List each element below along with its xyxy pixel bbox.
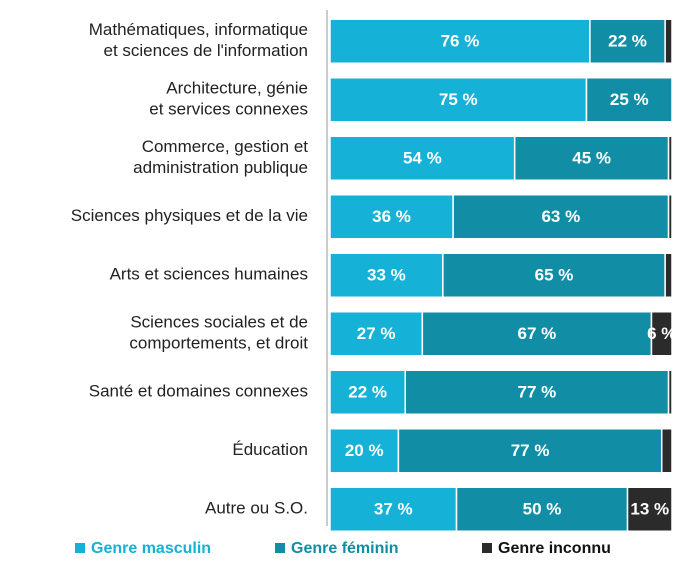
legend-swatch xyxy=(75,543,85,553)
category-label: Sciences physiques et de la vie xyxy=(71,206,308,225)
value-label: 20 % xyxy=(345,441,384,460)
category-line: Architecture, génie xyxy=(166,79,308,98)
bar-segment xyxy=(667,369,673,415)
value-label: 25 % xyxy=(610,90,649,109)
value-label: 33 % xyxy=(367,266,406,285)
category-line: Éducation xyxy=(232,440,308,459)
value-label: 22 % xyxy=(348,383,387,402)
bar-segment xyxy=(585,77,673,123)
value-label: 63 % xyxy=(541,207,580,226)
category-label: Mathématiques, informatique et sciences d… xyxy=(89,20,308,60)
value-label: 36 % xyxy=(372,207,411,226)
bar-segment xyxy=(404,369,670,415)
bar-segment xyxy=(513,135,670,181)
value-label: 76 % xyxy=(441,32,480,51)
category-label: Architecture, génie et services connexes xyxy=(149,79,308,119)
legend-swatch xyxy=(482,543,492,553)
value-label: 77 % xyxy=(511,441,550,460)
category-label: Sciences sociales et de comportements, et… xyxy=(129,313,308,353)
category-line: Mathématiques, informatique xyxy=(89,20,308,39)
category-line: Santé et domaines connexes xyxy=(89,382,308,401)
category-label: Autre ou S.O. xyxy=(205,499,308,518)
value-label: 77 % xyxy=(518,383,557,402)
category-line: et services connexes xyxy=(149,100,308,119)
value-label: 67 % xyxy=(518,324,557,343)
bar-segment xyxy=(626,486,673,532)
bar-segment xyxy=(442,252,666,298)
bar-segment xyxy=(329,252,444,298)
category-line: Commerce, gestion et xyxy=(142,137,309,156)
bar-segment xyxy=(664,18,673,64)
bar-segment xyxy=(589,18,666,64)
value-label: 37 % xyxy=(374,500,413,519)
legend-label: Genre féminin xyxy=(291,540,399,557)
category-label: Arts et sciences humaines xyxy=(110,265,308,284)
category-label: Éducation xyxy=(232,440,308,459)
legend-label: Genre inconnu xyxy=(498,540,611,557)
value-label: 50 % xyxy=(523,500,562,519)
value-label: 65 % xyxy=(535,266,574,285)
bar-segment xyxy=(329,311,424,357)
bar-segment xyxy=(660,428,673,474)
category-line: Sciences sociales et de xyxy=(130,313,308,332)
value-label: 22 % xyxy=(608,32,647,51)
category-line: Arts et sciences humaines xyxy=(110,265,308,284)
bar-segment xyxy=(455,486,629,532)
legend-swatch xyxy=(275,543,285,553)
value-label: 6 % xyxy=(647,324,676,343)
value-label: 13 % xyxy=(630,500,669,519)
category-line: Autre ou S.O. xyxy=(205,499,308,518)
value-label: 75 % xyxy=(439,90,478,109)
category-line: comportements, et droit xyxy=(129,334,308,353)
bar-segment xyxy=(667,194,673,240)
bar-segment xyxy=(667,135,673,181)
bar-segment xyxy=(329,77,588,123)
legend-label: Genre masculin xyxy=(91,540,211,557)
category-line: administration publique xyxy=(133,158,308,177)
category-label: Commerce, gestion et administration publi… xyxy=(133,137,308,177)
value-label: 27 % xyxy=(357,324,396,343)
category-line: et sciences de l'information xyxy=(103,41,308,60)
category-label: Santé et domaines connexes xyxy=(89,382,308,401)
bar-segment xyxy=(329,369,406,415)
bar-segment xyxy=(650,311,673,357)
value-label: 54 % xyxy=(403,149,442,168)
bar-segment xyxy=(664,252,673,298)
category-line: Sciences physiques et de la vie xyxy=(71,206,308,225)
value-label: 45 % xyxy=(572,149,611,168)
